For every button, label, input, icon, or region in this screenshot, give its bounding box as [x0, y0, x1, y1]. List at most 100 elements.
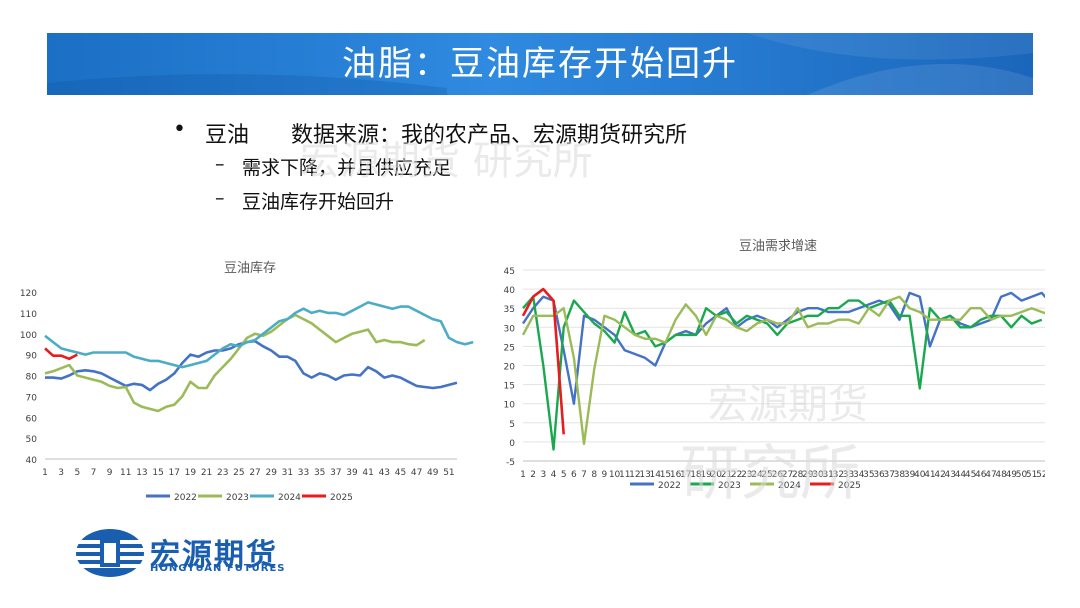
x-tick-label: 25 — [233, 468, 244, 478]
y-tick-label: 15 — [504, 382, 515, 392]
logo-icon — [76, 529, 144, 577]
x-tick-label: 41 — [362, 468, 373, 478]
y-tick-label: 100 — [20, 331, 37, 341]
watermark-mid: 宏源期货 — [708, 382, 868, 428]
x-tick-label: 40 — [914, 470, 926, 480]
x-tick-label: 23 — [741, 470, 752, 480]
x-tick-label: 17 — [169, 468, 180, 478]
x-tick-label: 27 — [249, 468, 260, 478]
x-tick-label: 29 — [802, 470, 814, 480]
x-tick-label: 13 — [639, 470, 650, 480]
x-tick-label: 37 — [884, 470, 895, 480]
logo-text-cn: 宏源期货 — [150, 538, 278, 573]
watermark-bottom: 研究所 — [680, 439, 860, 509]
x-tick-label: 45 — [965, 470, 976, 480]
x-tick-label: 7 — [91, 468, 97, 478]
legend-label-2025: 2025 — [838, 481, 861, 490]
x-tick-label: 39 — [904, 470, 916, 480]
x-tick-label: 46 — [975, 470, 987, 480]
x-tick-label: 1 — [520, 470, 526, 480]
legend-label-2023: 2023 — [718, 481, 741, 490]
x-tick-label: 43 — [945, 470, 956, 480]
x-tick-label: 50 — [1016, 470, 1028, 480]
x-tick-label: 49 — [427, 468, 439, 478]
y-tick-label: 25 — [504, 343, 515, 353]
y-tick-label: 35 — [504, 305, 515, 315]
watermark-top: 宏源期货 研究所 — [300, 138, 593, 184]
x-tick-label: 14 — [650, 470, 662, 480]
legend-label-2022: 2022 — [174, 493, 197, 503]
series-line-2024 — [44, 301, 474, 369]
x-tick-label: 33 — [298, 468, 309, 478]
y-tick-label: 50 — [26, 435, 38, 445]
page-title: 油脂：豆油库存开始回升 — [342, 44, 738, 84]
x-tick-label: 51 — [443, 468, 454, 478]
x-tick-label: 36 — [873, 470, 885, 480]
y-tick-label: 40 — [26, 456, 38, 466]
x-tick-label: 43 — [379, 468, 390, 478]
y-tick-label: 80 — [26, 373, 38, 383]
y-tick-label: 20 — [504, 363, 516, 373]
x-tick-label: 1 — [42, 468, 48, 478]
x-tick-label: 33 — [843, 470, 854, 480]
x-tick-label: 19 — [700, 470, 712, 480]
x-tick-label: 23 — [217, 468, 228, 478]
x-tick-label: 9 — [107, 468, 113, 478]
sub-bullet-2: 豆油库存开始回升 — [242, 191, 395, 213]
series-line-2025 — [521, 287, 565, 435]
x-tick-label: 35 — [314, 468, 325, 478]
x-tick-label: 15 — [660, 470, 671, 480]
x-tick-label: 49 — [1006, 470, 1018, 480]
chart1-title: 豆油库存 — [224, 260, 276, 276]
x-tick-label: 51 — [1026, 470, 1037, 480]
header-banner: 油脂：豆油库存开始回升 — [47, 33, 1033, 95]
x-tick-label: 4 — [551, 470, 557, 480]
x-tick-label: 12 — [629, 470, 640, 480]
x-tick-label: 29 — [265, 468, 277, 478]
series-line-2024 — [521, 295, 1045, 446]
x-tick-label: 32 — [833, 470, 844, 480]
banner-decoration — [47, 33, 1033, 95]
y-tick-label: 110 — [20, 310, 37, 320]
bullet-main: 豆油 数据来源：我的农产品、宏源期货研究所 — [205, 123, 687, 148]
x-tick-label: 10 — [609, 470, 621, 480]
x-tick-label: 28 — [792, 470, 804, 480]
x-tick-label: 2 — [530, 470, 536, 480]
chart1-y-axis: 40 50 60 70 80 90 100 110 120 — [20, 289, 37, 466]
x-tick-label: 52 — [1036, 470, 1045, 480]
x-tick-label: 35 — [863, 470, 874, 480]
dash-1: – — [215, 153, 225, 175]
series-line-2023 — [44, 313, 426, 413]
y-tick-label: 5 — [509, 420, 515, 430]
y-tick-label: 10 — [504, 401, 516, 411]
legend-label-2025: 2025 — [330, 493, 353, 503]
x-tick-label: 22 — [731, 470, 742, 480]
x-tick-label: 8 — [591, 470, 597, 480]
legend-label-2022: 2022 — [658, 481, 681, 490]
chart2-legend: 2022 2023 2024 2025 — [630, 481, 861, 490]
x-tick-label: 11 — [619, 470, 630, 480]
x-tick-label: 30 — [812, 470, 824, 480]
legend-label-2024: 2024 — [278, 493, 301, 503]
chart2-series — [521, 287, 1045, 451]
x-tick-label: 47 — [985, 470, 996, 480]
x-tick-label: 45 — [395, 468, 406, 478]
y-tick-label: 120 — [20, 289, 37, 299]
y-tick-label: 40 — [504, 286, 516, 296]
x-tick-label: 6 — [571, 470, 577, 480]
x-tick-label: 18 — [690, 470, 702, 480]
x-tick-label: 20 — [711, 470, 723, 480]
y-tick-label: -5 — [506, 458, 515, 468]
series-line-2025 — [44, 347, 78, 361]
x-tick-label: 11 — [120, 468, 131, 478]
x-tick-label: 48 — [995, 470, 1007, 480]
y-tick-label: 45 — [504, 267, 515, 277]
chart2-y-axis: -5 0 5 10 15 20 25 30 35 40 45 — [504, 267, 516, 468]
x-tick-label: 41 — [924, 470, 935, 480]
x-tick-label: 19 — [185, 468, 197, 478]
x-tick-label: 44 — [955, 470, 967, 480]
sub-bullet-1: 需求下降，并且供应充足 — [242, 157, 452, 179]
x-tick-label: 15 — [152, 468, 163, 478]
series-line-2023 — [522, 295, 1043, 451]
chart1-legend: 2022 2023 2024 2025 — [146, 493, 353, 503]
